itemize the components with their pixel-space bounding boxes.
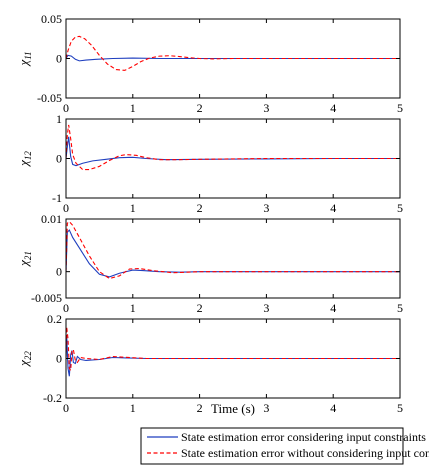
x-tick-label: 3	[263, 101, 269, 115]
series-with-constraints-line-11	[66, 54, 400, 62]
series-with-constraints-line-12	[66, 136, 400, 167]
y-axis-label-22: χ22	[16, 351, 33, 368]
y-tick-label: -0.005	[31, 291, 62, 305]
x-tick-label: 1	[130, 301, 136, 315]
x-tick-label: 1	[130, 201, 136, 215]
x-tick-label: 0	[63, 101, 69, 115]
y-tick-label: 0	[56, 265, 62, 279]
x-tick-label: 4	[330, 301, 336, 315]
y-tick-label: 0.01	[41, 212, 62, 226]
legend-label-2: State estimation error without consideri…	[181, 446, 429, 460]
x-tick-label: 4	[330, 401, 336, 415]
legend: State estimation error considering input…	[140, 427, 429, 465]
x-tick-label: 0	[63, 401, 69, 415]
x-tick-label: 2	[197, 201, 203, 215]
x-tick-label: 5	[397, 301, 403, 315]
x-tick-label: 3	[263, 301, 269, 315]
series-without-constraints-line-12	[66, 124, 400, 171]
x-tick-label: 0	[63, 201, 69, 215]
y-tick-label: 0	[56, 352, 62, 366]
legend-box	[140, 427, 404, 465]
x-tick-label: 5	[397, 101, 403, 115]
y-tick-label: 0.2	[47, 312, 62, 326]
series-without-constraints-line-11	[66, 35, 400, 71]
y-tick-label: 1	[56, 112, 62, 126]
x-tick-label: 4	[330, 101, 336, 115]
x-tick-label: 4	[330, 201, 336, 215]
x-tick-label: 2	[197, 401, 203, 415]
y-axis-label-12: χ12	[16, 151, 33, 168]
series-without-constraints-line-21	[66, 220, 400, 280]
y-axis-label-21: χ21	[16, 251, 33, 268]
x-tick-label: 2	[197, 101, 203, 115]
x-tick-label: 3	[263, 401, 269, 415]
x-tick-label: 5	[397, 201, 403, 215]
y-tick-label: 0	[56, 152, 62, 166]
x-tick-label: 1	[130, 401, 136, 415]
series-with-constraints-line-21	[66, 229, 400, 278]
y-tick-label: 0	[56, 52, 62, 66]
series-without-constraints-line-22	[66, 326, 400, 372]
x-tick-label: 2	[197, 301, 203, 315]
x-tick-label: 1	[130, 101, 136, 115]
axes-box-21	[65, 218, 401, 299]
x-tick-label: 3	[263, 201, 269, 215]
y-tick-label: -0.05	[37, 91, 62, 105]
y-tick-label: -0.2	[43, 391, 62, 405]
y-tick-label: -1	[52, 191, 62, 205]
x-axis-label: Time (s)	[211, 401, 255, 416]
y-axis-label-11: χ11	[16, 51, 33, 67]
y-tick-label: 0.05	[41, 12, 62, 26]
x-tick-label: 5	[397, 401, 403, 415]
series-with-constraints-line-22	[66, 334, 400, 377]
x-tick-label: 0	[63, 301, 69, 315]
legend-label-1: State estimation error considering input…	[181, 430, 426, 444]
